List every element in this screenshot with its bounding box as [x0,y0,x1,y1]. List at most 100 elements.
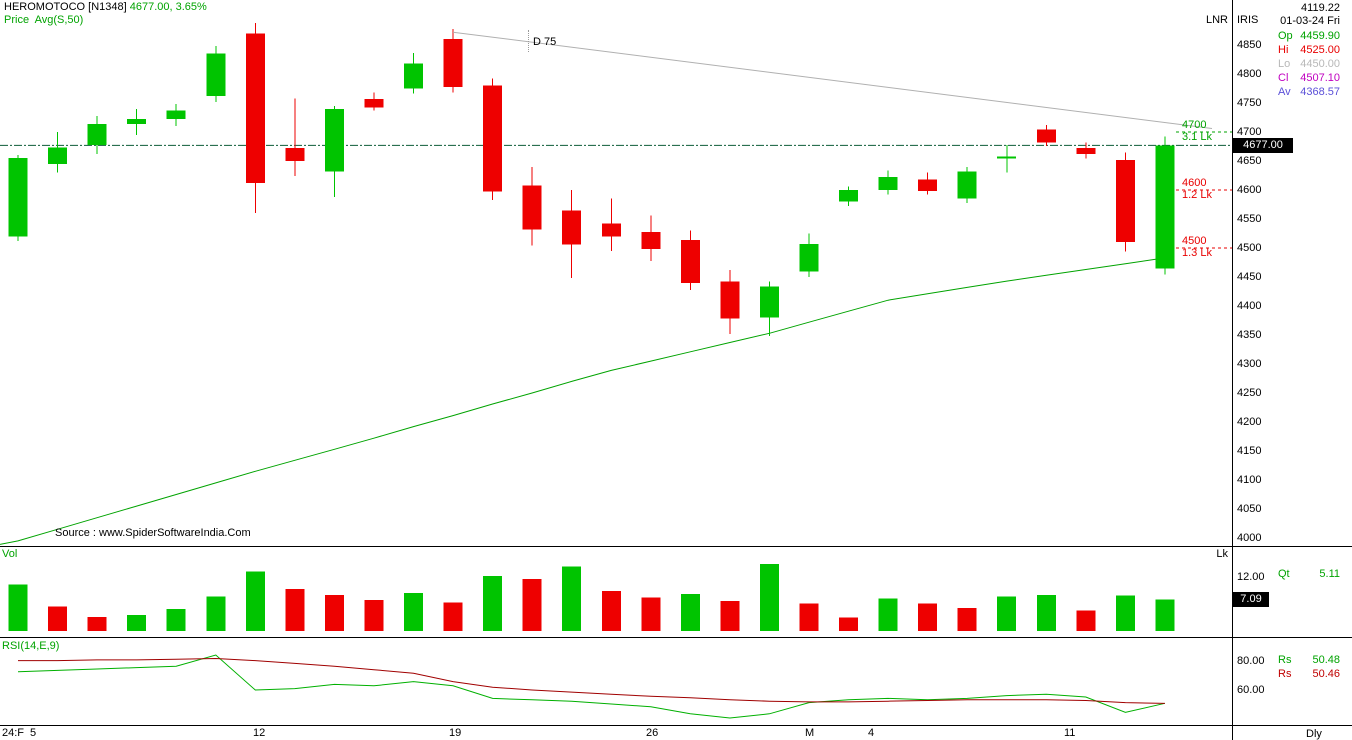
source-watermark: Source : www.SpiderSoftwareIndia.Com [55,527,251,539]
volume-bar [483,576,503,631]
volume-bar [997,596,1017,631]
ma-indicator-label: Avg(S,50) [34,14,84,26]
volume-bar [8,584,28,631]
level-label: 4700 3.1 Lk [1182,119,1212,143]
indicator-legend: Price Avg(S,50) [4,14,83,26]
volume-panel-label: Vol [2,548,18,560]
volume-bar [878,598,898,631]
rsi-value-row: Rs 50.46 [1278,668,1340,680]
rsi-last-values: Rs 50.48 Rs 50.46 [1278,653,1340,681]
price-axis-tick: 4300 [1237,358,1262,370]
ohlc-row-hi: Hi 4525.00 [1278,44,1340,56]
volume-bar [87,616,107,631]
candle-body-up [759,286,779,318]
candle-body-down [680,239,700,283]
last-price-text: 4677.00, [129,1,173,13]
time-axis-tick: M [805,727,815,739]
candlestick-chart-canvas[interactable] [0,0,1232,546]
volume-bar [245,571,265,631]
annotation-marker [528,30,529,52]
volume-bar [641,597,661,631]
candle-body-up [799,243,819,272]
time-axis-tick: 24:F [2,727,25,739]
volume-bar [720,600,740,631]
price-axis-tick: 4550 [1237,213,1262,225]
rsi-line [17,654,1166,719]
volume-bar [324,594,344,631]
time-axis-tick: 12 [253,727,266,739]
candle-body-up [839,190,858,202]
change-percent: 3.65% [175,1,207,13]
price-axis-tick: 4250 [1237,387,1262,399]
ma50-line [0,257,1165,545]
candle-body-down [245,33,265,184]
volume-bar [1036,594,1056,631]
timeframe-label[interactable]: Dly [1306,728,1322,740]
volume-bar [680,593,700,631]
candle-body-up [127,119,147,124]
tool-label-iris[interactable]: IRIS [1237,14,1259,26]
volume-bar [601,591,621,631]
volume-unit-label: Lk [1216,548,1228,560]
chart-title: HEROMOTOCO [N1348] 4677.00, 3.65% [4,1,207,13]
level-label: 4600 1.2 Lk [1182,177,1212,201]
price-axis-tick: 4650 [1237,155,1262,167]
price-axis-line [1232,0,1233,740]
ohlc-row-av: Av 4368.57 [1278,86,1340,98]
candle-body-up [206,53,226,96]
candle-body-up [997,156,1017,159]
qt-label: Qt [1278,568,1290,580]
candle-body-down [364,98,384,108]
time-axis: 24:F 5 12 19 26 M 4 11 [0,726,1352,740]
volume-bar [918,603,938,631]
candle-body-up [957,171,977,199]
price-axis-tick: 4150 [1237,445,1262,457]
ohlc-row-lo: Lo 4450.00 [1278,58,1340,70]
candle-body-down [918,179,938,192]
rsi-axis-tick-80: 80.00 [1237,655,1265,667]
rsi-chart-canvas[interactable] [0,638,1232,725]
volume-chart-canvas[interactable] [0,546,1232,638]
candle-body-down [641,231,661,250]
candle-body-down [1076,148,1096,154]
volume-bar [443,602,463,631]
price-axis-tick: 4800 [1237,68,1262,80]
volume-bar [522,578,542,631]
price-axis-tick: 4500 [1237,242,1262,254]
volume-axis-tick: 12.00 [1237,571,1265,583]
price-axis-tick: 4850 [1237,39,1262,51]
volume-bar [1076,610,1096,631]
ohlc-row-op: Op 4459.90 [1278,30,1340,42]
rsi-axis-tick-60: 60.00 [1237,684,1265,696]
volume-bar [562,566,582,631]
price-axis-tick: 4100 [1237,474,1262,486]
index-value: 4119.22 [1301,2,1340,14]
candle-body-up [8,158,28,237]
volume-bar [759,563,779,631]
price-axis-tick: 4700 [1237,126,1262,138]
price-axis-tick: 4000 [1237,532,1262,544]
price-axis-tick: 4600 [1237,184,1262,196]
time-axis-tick: 26 [646,727,659,739]
candle-body-down [1115,159,1135,243]
volume-bar [1155,599,1175,631]
time-axis-tick: 11 [1064,727,1076,739]
rsi-signal-line [18,657,1165,704]
candle-body-up [404,63,423,89]
price-axis: 4850 4800 4750 4700 4650 4600 4550 4500 4450 4400… [1232,0,1276,546]
tool-label-lnr[interactable]: LNR [1205,14,1228,26]
rsi-panel-separator [0,637,1352,638]
price-axis-tick: 4050 [1237,503,1262,515]
candle-body-up [87,123,107,145]
candle-body-up [878,177,898,190]
level-label: 4500 1.3 Lk [1182,235,1212,259]
cursor-date: 01-03-24 Fri [1280,15,1340,27]
candle-body-up [48,147,67,164]
time-axis-tick: 4 [868,727,875,739]
candle-body-down [562,210,582,245]
price-axis-tick: 4450 [1237,271,1262,283]
trendline[interactable] [452,31,1213,129]
price-axis-tick: 4200 [1237,416,1262,428]
volume-qt-row: Qt 5.11 [1278,567,1340,581]
